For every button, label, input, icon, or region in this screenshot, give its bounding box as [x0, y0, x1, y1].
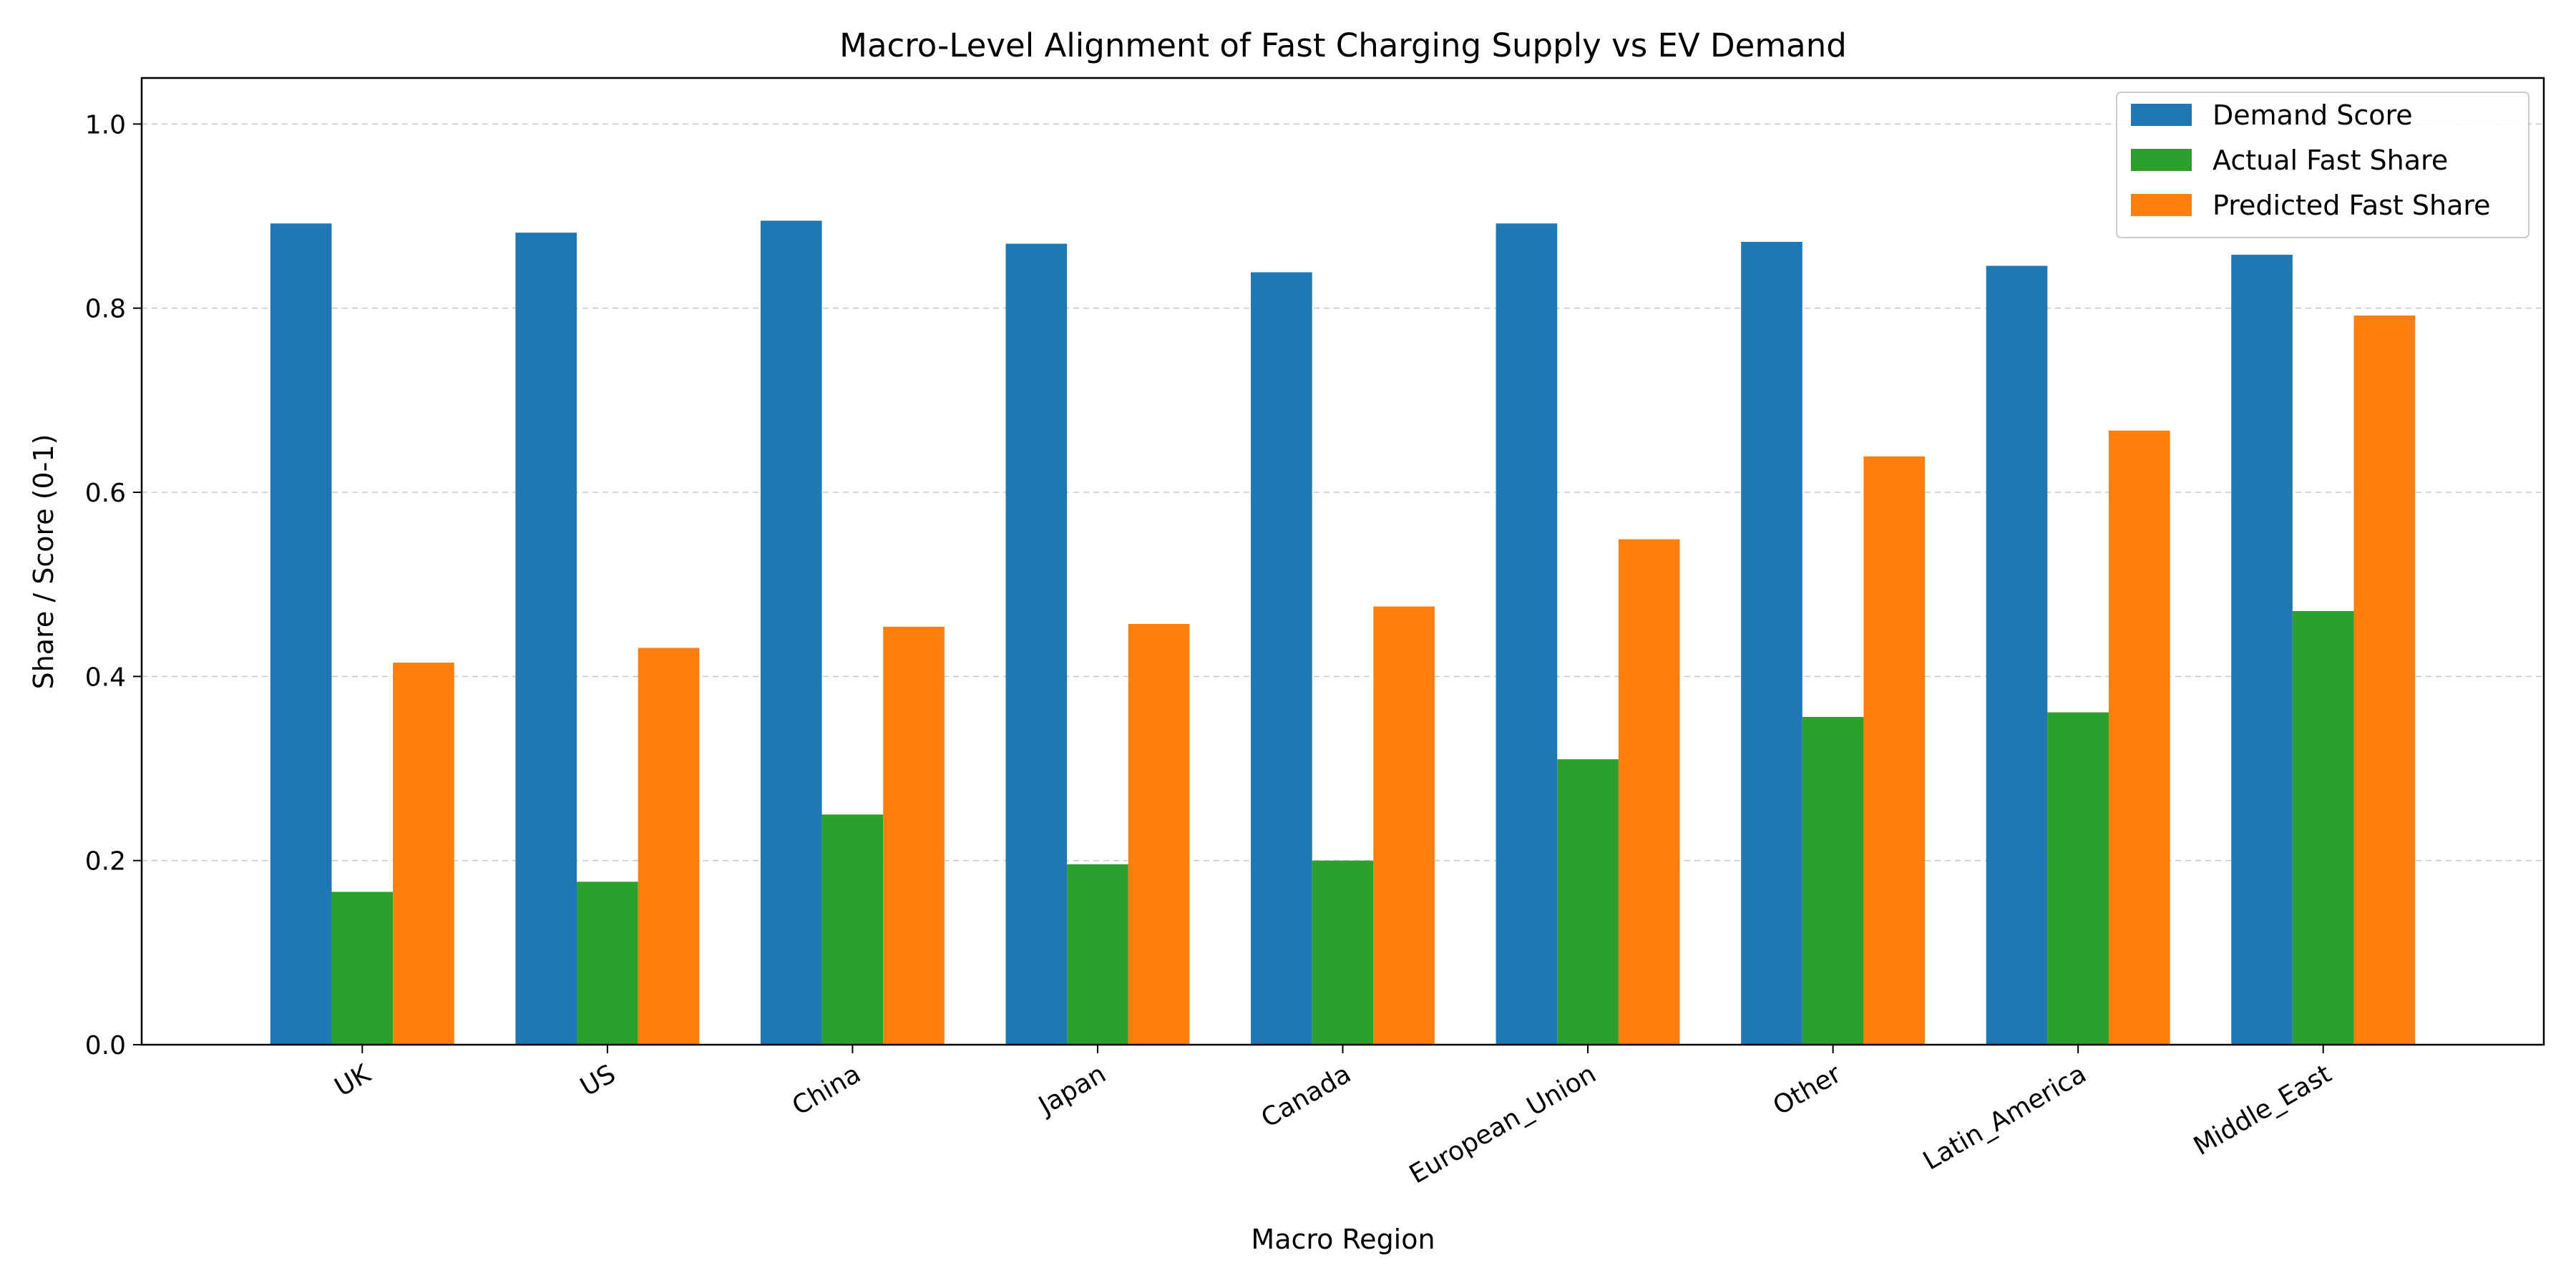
y-axis-label: Share / Score (0-1) — [28, 434, 59, 690]
bar-demand-score-other — [1741, 242, 1802, 1045]
y-tick-label: 0.0 — [85, 1031, 126, 1060]
bar-actual-fast-share-japan — [1067, 864, 1128, 1045]
legend-swatch-actual-fast-share — [2131, 149, 2192, 171]
bar-demand-score-latin_america — [1986, 265, 2048, 1045]
legend: Demand Score Actual Fast Share Predicted F… — [2116, 92, 2529, 238]
bar-predicted-fast-share-us — [638, 648, 700, 1045]
x-tick-label: European_Union — [1405, 1059, 1601, 1189]
bar-demand-score-japan — [1005, 243, 1068, 1045]
bar-predicted-fast-share-china — [883, 626, 945, 1045]
x-tick-label: Canada — [1257, 1059, 1356, 1133]
bar-demand-score-china — [760, 220, 822, 1045]
legend-label: Demand Score — [2212, 99, 2413, 131]
x-tick-label: Japan — [1033, 1059, 1111, 1121]
bars — [270, 220, 2416, 1045]
y-tick-label: 0.4 — [85, 663, 126, 692]
x-axis-label: Macro Region — [1251, 1224, 1435, 1255]
bar-predicted-fast-share-latin_america — [2108, 430, 2170, 1045]
y-tick-label: 1.0 — [85, 110, 126, 140]
bar-actual-fast-share-canada — [1312, 860, 1374, 1045]
x-tick-label: Middle_East — [2189, 1059, 2336, 1161]
x-tick-label: Latin_America — [1918, 1059, 2092, 1176]
x-tick-label: China — [787, 1059, 866, 1121]
y-axis-ticks: 0.0 0.2 0.4 0.6 0.8 1.0 — [85, 110, 142, 1060]
bar-actual-fast-share-uk — [331, 892, 394, 1045]
y-tick-label: 0.8 — [85, 295, 126, 324]
x-tick-label: Other — [1768, 1059, 1846, 1121]
x-axis-ticks: UK US China Japan Canada European_Union Other L… — [330, 1045, 2336, 1190]
legend-swatch-predicted-fast-share — [2131, 194, 2192, 216]
x-tick-label: UK — [330, 1059, 376, 1103]
bar-predicted-fast-share-european_union — [1618, 539, 1680, 1045]
bar-actual-fast-share-us — [577, 882, 638, 1045]
bar-actual-fast-share-middle_east — [2292, 610, 2354, 1045]
x-tick-label: US — [575, 1059, 620, 1102]
bar-actual-fast-share-latin_america — [2047, 712, 2109, 1045]
bar-demand-score-us — [515, 233, 577, 1045]
bar-predicted-fast-share-uk — [393, 663, 454, 1045]
y-tick-label: 0.6 — [85, 479, 126, 508]
bar-demand-score-middle_east — [2231, 255, 2293, 1045]
legend-label: Predicted Fast Share — [2212, 190, 2491, 221]
bar-actual-fast-share-china — [821, 814, 884, 1045]
bar-predicted-fast-share-other — [1863, 456, 1926, 1045]
bar-predicted-fast-share-japan — [1128, 623, 1190, 1045]
legend-swatch-demand-score — [2131, 104, 2192, 126]
bar-demand-score-uk — [270, 223, 332, 1045]
legend-box — [2116, 92, 2529, 238]
bar-predicted-fast-share-canada — [1373, 606, 1435, 1045]
y-tick-label: 0.2 — [85, 847, 126, 877]
bar-demand-score-european_union — [1496, 223, 1558, 1045]
bar-predicted-fast-share-middle_east — [2353, 315, 2416, 1045]
bar-actual-fast-share-european_union — [1557, 759, 1619, 1045]
chart-title: Macro-Level Alignment of Fast Charging S… — [839, 26, 1847, 64]
bar-demand-score-canada — [1251, 272, 1312, 1045]
legend-label: Actual Fast Share — [2212, 145, 2448, 176]
bar-actual-fast-share-other — [1802, 716, 1864, 1045]
